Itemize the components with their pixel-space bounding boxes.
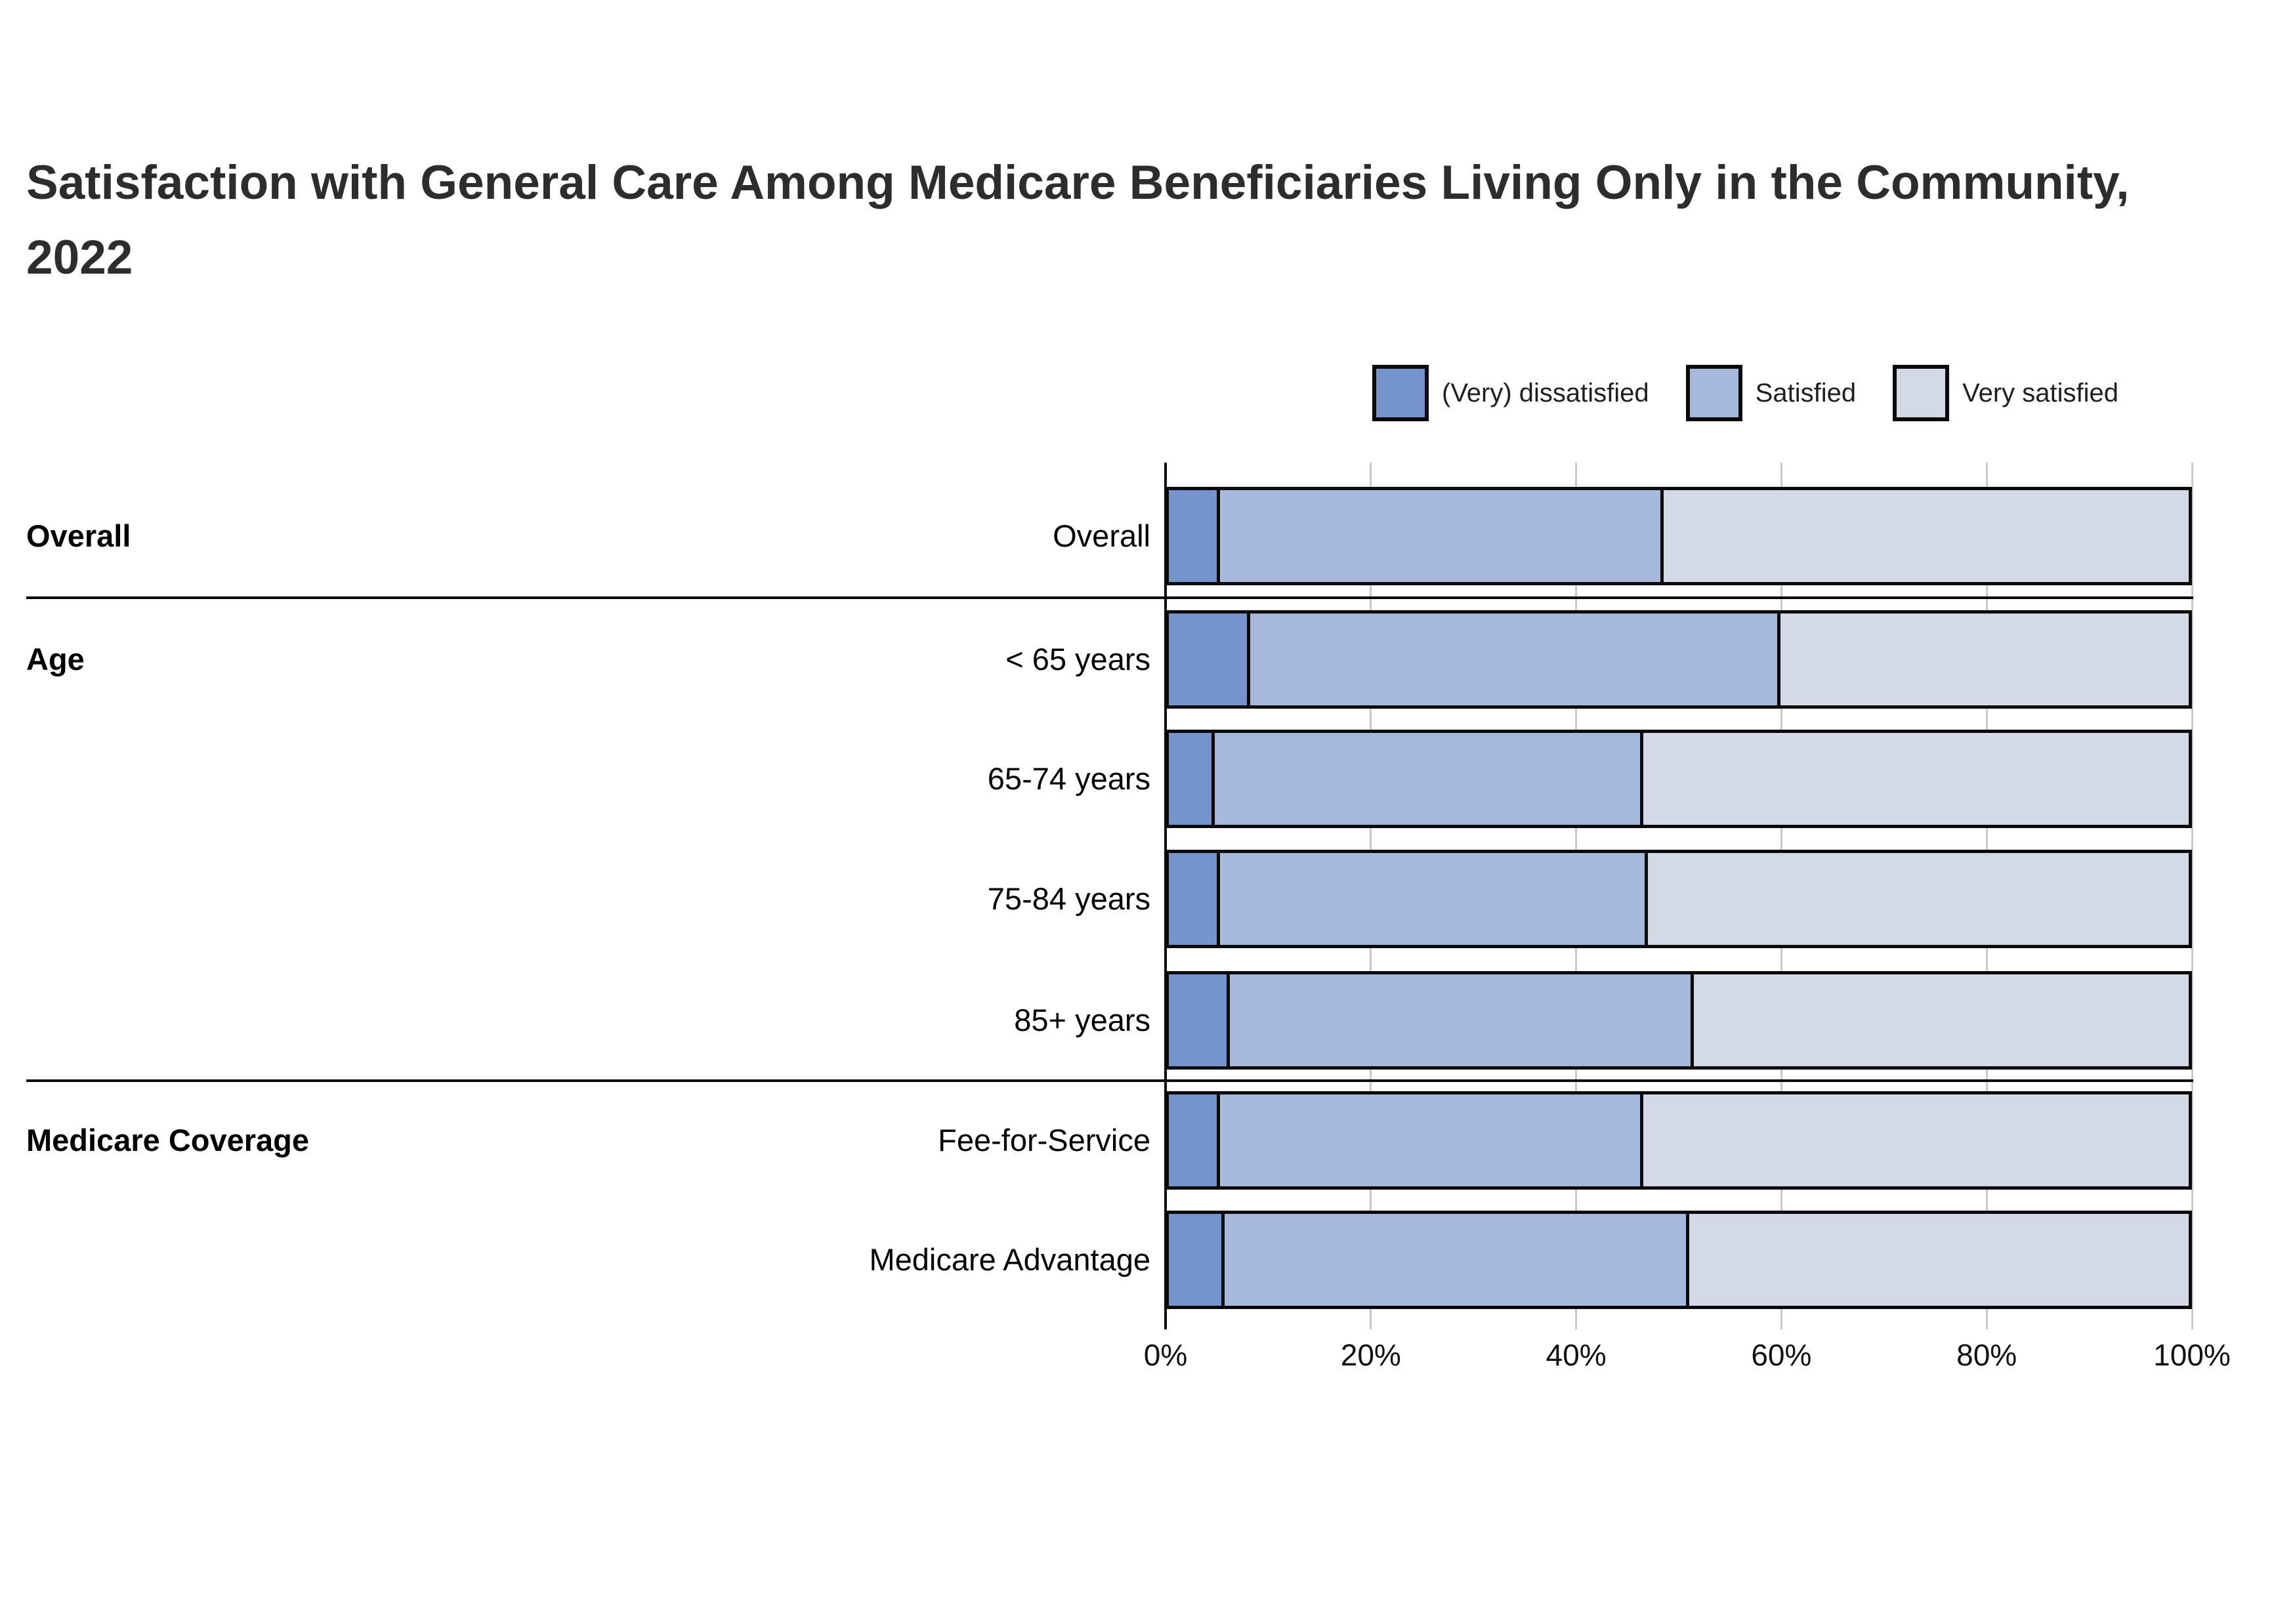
row-label-75-84-years: 75-84 years bbox=[987, 881, 1150, 916]
bar-row-75-84-years bbox=[1166, 850, 2192, 948]
bar-segment-fee-for-service-satisfied bbox=[1219, 1094, 1643, 1186]
x-tick-label-40: 40% bbox=[1546, 1338, 1607, 1372]
bar-segment-medicare-advantage-very-satisfied bbox=[1689, 1214, 2189, 1306]
bar-segment-65-74-years-satisfied bbox=[1214, 733, 1643, 825]
group-label-age: Age bbox=[26, 642, 85, 677]
group-label-medicare-coverage: Medicare Coverage bbox=[26, 1123, 310, 1157]
bar-row-85-years bbox=[1166, 971, 2192, 1070]
gridline-100 bbox=[2191, 463, 2193, 1329]
bar-row-fee-for-service bbox=[1166, 1091, 2192, 1190]
bar-segment-medicare-advantage-very-dissatisfied bbox=[1169, 1214, 1225, 1306]
bar-segment-65-74-years-very-satisfied bbox=[1643, 733, 2189, 825]
x-tick-label-20: 20% bbox=[1340, 1338, 1401, 1372]
x-tick-label-100: 100% bbox=[2153, 1338, 2231, 1372]
bar-segment-85-years-very-satisfied bbox=[1694, 974, 2189, 1066]
bar-segment-65-years-satisfied bbox=[1250, 614, 1781, 705]
legend-swatch-satisfied-icon bbox=[1685, 365, 1742, 421]
bar-segment-overall-satisfied bbox=[1219, 490, 1664, 582]
bar-segment-75-84-years-satisfied bbox=[1219, 853, 1649, 945]
legend-swatch-very-satisfied-icon bbox=[1893, 365, 1950, 421]
row-label-85-years: 85+ years bbox=[1014, 1003, 1150, 1037]
x-tick-label-60: 60% bbox=[1751, 1338, 1812, 1372]
row-label-65-74-years: 65-74 years bbox=[987, 761, 1150, 796]
legend-swatch-dissatisfied-icon bbox=[1372, 365, 1429, 421]
bar-row-65-years bbox=[1166, 610, 2192, 709]
group-separator-overall bbox=[26, 596, 2193, 599]
bar-segment-65-years-very-dissatisfied bbox=[1169, 614, 1251, 705]
row-label-65-years: < 65 years bbox=[1005, 642, 1150, 677]
group-separator-age bbox=[26, 1079, 2193, 1082]
bar-row-65-74-years bbox=[1166, 730, 2192, 828]
bar-segment-85-years-very-dissatisfied bbox=[1169, 974, 1231, 1066]
bar-segment-medicare-advantage-satisfied bbox=[1225, 1214, 1689, 1306]
row-label-medicare-advantage: Medicare Advantage bbox=[869, 1242, 1150, 1277]
bar-segment-overall-very-dissatisfied bbox=[1169, 490, 1220, 582]
bar-row-overall bbox=[1166, 487, 2192, 585]
bar-row-medicare-advantage bbox=[1166, 1211, 2192, 1309]
legend-item-very-satisfied: Very satisfied bbox=[1893, 365, 2118, 421]
legend-label-satisfied: Satisfied bbox=[1755, 378, 1857, 407]
page-title: Satisfaction with General Care Among Med… bbox=[26, 156, 2130, 284]
row-label-overall: Overall bbox=[1053, 518, 1150, 553]
bar-segment-75-84-years-very-satisfied bbox=[1648, 853, 2189, 945]
bar-segment-85-years-satisfied bbox=[1230, 974, 1695, 1066]
legend-item-dissatisfied: (Very) dissatisfied bbox=[1372, 365, 1649, 421]
bar-segment-75-84-years-very-dissatisfied bbox=[1169, 853, 1220, 945]
bar-segment-65-74-years-very-dissatisfied bbox=[1169, 733, 1215, 825]
legend: (Very) dissatisfied Satisfied Very satis… bbox=[1372, 365, 2118, 421]
x-tick-label-80: 80% bbox=[1956, 1338, 2017, 1372]
bar-segment-overall-very-satisfied bbox=[1663, 490, 2189, 582]
bar-segment-65-years-very-satisfied bbox=[1780, 614, 2189, 705]
group-label-overall: Overall bbox=[26, 518, 131, 553]
legend-item-satisfied: Satisfied bbox=[1685, 365, 1857, 421]
bar-segment-fee-for-service-very-satisfied bbox=[1643, 1094, 2189, 1186]
bar-segment-fee-for-service-very-dissatisfied bbox=[1169, 1094, 1220, 1186]
x-tick-label-0: 0% bbox=[1143, 1338, 1188, 1372]
legend-label-very-satisfied: Very satisfied bbox=[1962, 378, 2118, 407]
row-label-fee-for-service: Fee-for-Service bbox=[938, 1123, 1150, 1157]
legend-label-dissatisfied: (Very) dissatisfied bbox=[1442, 378, 1649, 407]
